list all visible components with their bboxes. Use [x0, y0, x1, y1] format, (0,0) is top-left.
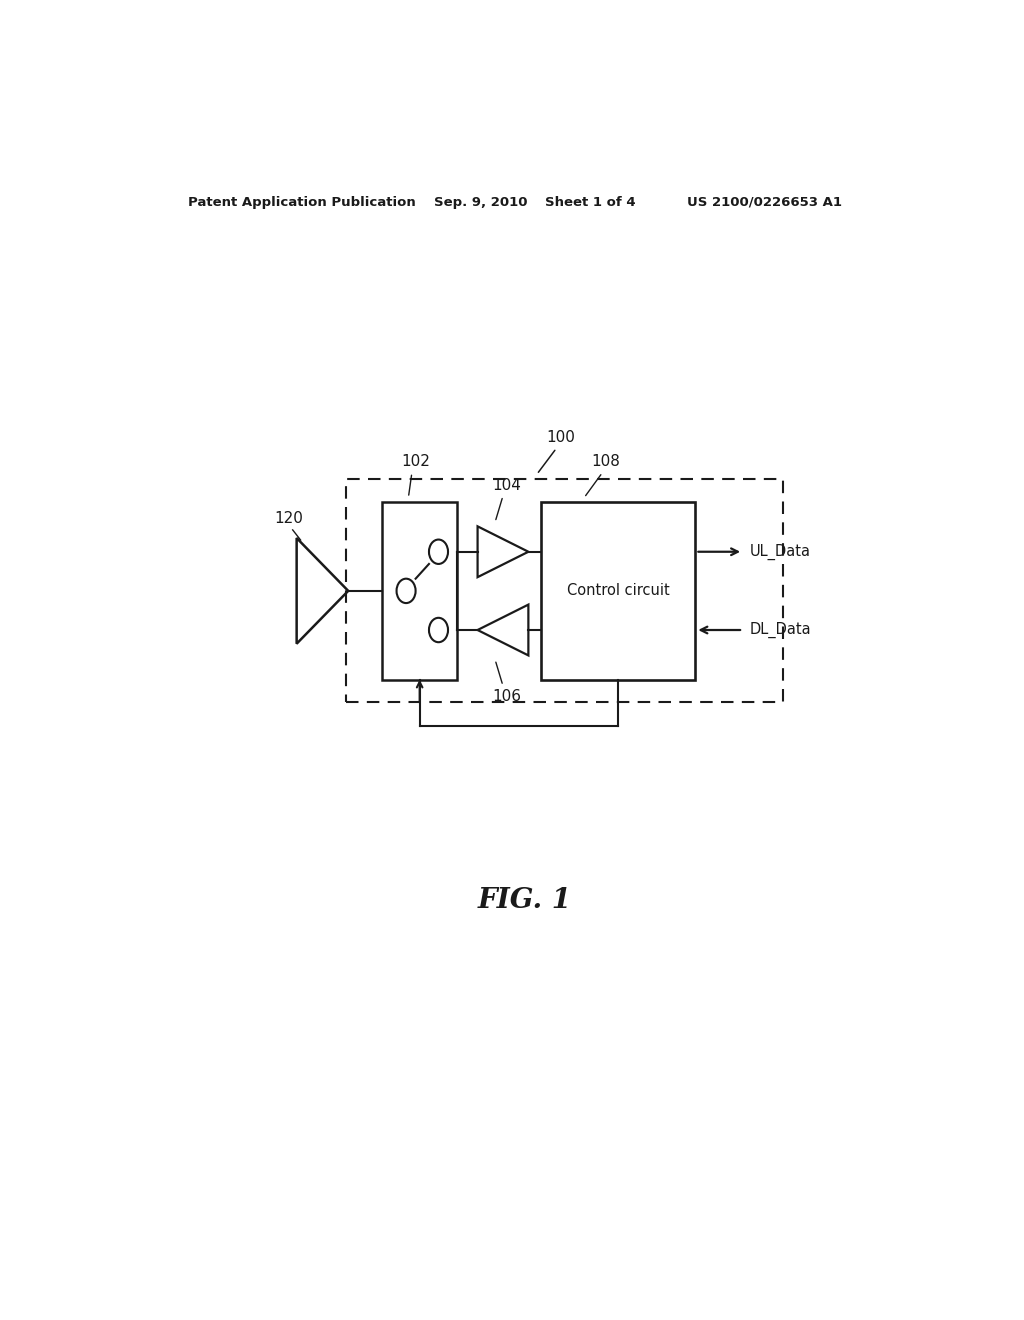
Text: FIG. 1: FIG. 1	[478, 887, 571, 913]
Circle shape	[396, 578, 416, 603]
Text: 102: 102	[401, 454, 430, 470]
Bar	[541, 502, 695, 680]
Text: Control circuit: Control circuit	[566, 583, 670, 598]
Circle shape	[429, 618, 449, 643]
Text: DL_Data: DL_Data	[750, 622, 811, 638]
Bar	[382, 502, 458, 680]
Text: US 2100/0226653 A1: US 2100/0226653 A1	[687, 195, 843, 209]
Text: 104: 104	[493, 478, 521, 492]
Text: Patent Application Publication: Patent Application Publication	[187, 195, 416, 209]
Text: 106: 106	[493, 689, 521, 704]
Text: Sep. 9, 2010: Sep. 9, 2010	[433, 195, 527, 209]
Bar	[346, 479, 782, 702]
Circle shape	[429, 540, 449, 564]
Text: 120: 120	[274, 511, 303, 525]
Text: UL_Data: UL_Data	[750, 544, 810, 560]
Text: 108: 108	[591, 454, 621, 470]
Text: 100: 100	[546, 430, 574, 445]
Text: Sheet 1 of 4: Sheet 1 of 4	[545, 195, 635, 209]
